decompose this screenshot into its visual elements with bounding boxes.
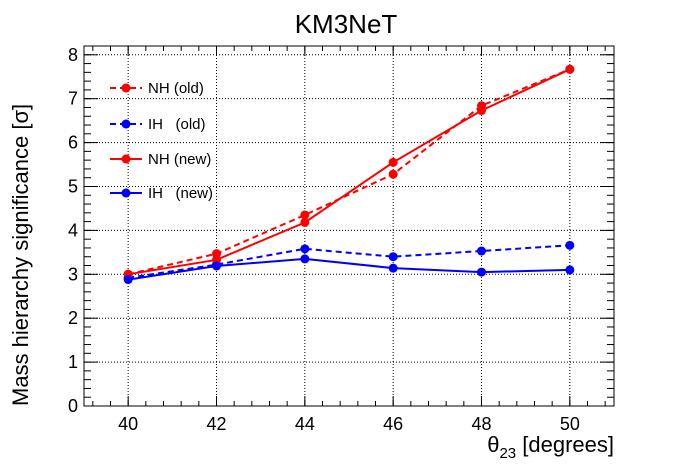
series-line-1 [128,244,570,279]
legend-label-0: NH (old) [148,80,204,97]
series-line-0 [127,68,571,276]
data-point-0-2 [300,210,310,220]
data-point-3-0 [123,275,133,285]
x-axis-label: θ23 [degrees] [487,432,614,462]
series-line-3 [128,257,570,281]
axis-ticks: 40 42 44 46 48 50 0 1 2 3 4 5 6 7 8 [68,45,614,434]
y-tick-label: 1 [68,352,78,372]
data-point-1-3 [388,252,398,262]
series-group [123,64,575,285]
y-tick-label: 8 [68,45,78,65]
y-tick-label: 7 [68,89,78,109]
y-tick-label: 3 [68,264,78,284]
grid [84,46,614,407]
data-point-2-2 [300,217,310,227]
legend-marker-3 [121,188,131,198]
data-point-3-4 [477,267,486,277]
data-point-3-5 [565,265,575,275]
data-point-2-5 [565,64,575,74]
x-tick-label: 44 [295,414,315,434]
x-tick-label: 46 [383,414,403,434]
data-point-3-2 [300,254,310,264]
data-point-0-3 [388,169,398,179]
data-point-2-3 [388,157,398,167]
legend-marker-0 [121,83,131,93]
legend-marker-2 [121,154,131,164]
legend: NH (old) IH (old) NH (new) IH (new) [110,80,213,202]
plot-frame [83,45,615,407]
x-axis-label-subscript: 23 [499,445,516,462]
y-tick-label: 6 [68,133,78,153]
legend-label-2: NH (new) [148,151,211,168]
y-tick-label: 2 [68,308,78,328]
x-tick-label: 40 [118,414,138,434]
data-point-3-1 [212,261,221,271]
x-tick-label: 48 [471,414,491,434]
y-axis-label: Mass hierarchy significance [σ] [8,104,33,406]
data-point-2-4 [477,106,486,116]
series-line-2 [128,68,571,276]
legend-label-1: IH (old) [148,116,206,133]
x-axis-label-symbol: θ [487,432,499,457]
x-axis-label-unit: [degrees] [516,432,614,457]
legend-marker-1 [121,119,131,129]
data-point-3-3 [388,263,398,273]
chart-title: KM3NeT [295,9,398,39]
data-point-1-2 [300,244,310,254]
y-tick-label: 4 [68,220,78,240]
x-tick-label: 50 [560,414,580,434]
data-point-1-5 [565,240,575,250]
y-tick-label: 0 [68,396,78,416]
y-tick-label: 5 [68,176,78,196]
data-point-1-4 [477,246,486,256]
x-tick-label: 42 [206,414,226,434]
legend-label-3: IH (new) [148,185,213,202]
